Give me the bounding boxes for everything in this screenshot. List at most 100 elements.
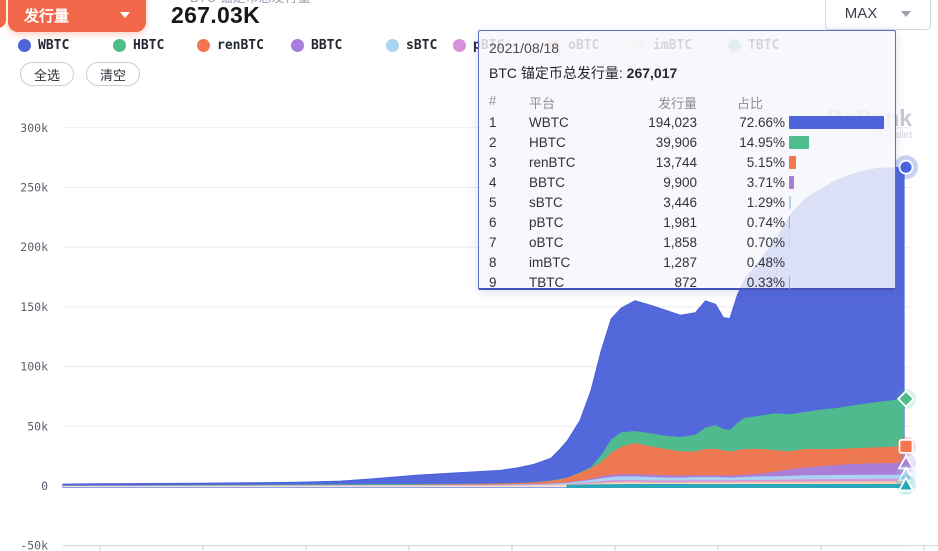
- col-share: 占比: [737, 96, 764, 111]
- legend-dot-icon: [113, 39, 126, 52]
- time-range-value: MAX: [844, 5, 878, 22]
- legend-label: BBTC: [311, 38, 343, 53]
- tooltip-total-value: 267,017: [626, 65, 678, 81]
- tooltip-row-pbtc: 6 pBTC 1,981 0.74%: [489, 212, 885, 232]
- legend-label: HBTC: [133, 38, 165, 53]
- tooltip-row-hbtc: 2 HBTC 39,906 14.95%: [489, 132, 885, 152]
- col-platform: 平台: [529, 96, 556, 111]
- share-bar: [789, 115, 885, 129]
- metric-dropdown-label: 发行量: [24, 7, 70, 25]
- tooltip-row-tbtc: 9 TBTC 872 0.33%: [489, 272, 885, 292]
- share-bar: [789, 195, 791, 209]
- chart-marker-wbtc-circle: [898, 159, 914, 175]
- col-issuance: 发行量: [657, 96, 697, 111]
- row-rank: 9: [489, 274, 497, 290]
- y-axis-label: 50k: [27, 419, 48, 433]
- y-axis-label: 150k: [20, 300, 48, 314]
- share-bar: [789, 275, 791, 289]
- row-share: 3.71%: [746, 174, 785, 190]
- tooltip-table-header: # 平台 发行量 占比: [489, 93, 885, 112]
- row-share: 5.15%: [746, 154, 785, 170]
- chart-marker-renbtc-square: [898, 438, 914, 454]
- row-platform: pBTC: [529, 214, 564, 230]
- tooltip-total-label: BTC 锚定币总发行量:: [489, 65, 623, 81]
- legend-item-sbtc[interactable]: sBTC: [386, 38, 437, 53]
- chart-title-clipped: BTC 锚定币总发行量: [190, 0, 370, 4]
- row-issuance: 1,981: [663, 214, 697, 230]
- row-rank: 7: [489, 234, 497, 250]
- y-axis-label: 250k: [20, 181, 48, 195]
- share-bar: [789, 175, 794, 189]
- metric-dropdown[interactable]: 发行量: [8, 0, 146, 32]
- tooltip-date: 2021/08/18: [489, 40, 560, 56]
- row-rank: 1: [489, 114, 497, 130]
- legend-label: sBTC: [406, 38, 438, 53]
- row-rank: 3: [489, 154, 497, 170]
- share-bar: [789, 135, 809, 149]
- legend-item-renbtc[interactable]: renBTC: [197, 38, 264, 53]
- row-rank: 4: [489, 174, 497, 190]
- legend-item-hbtc[interactable]: HBTC: [113, 38, 164, 53]
- col-rank: #: [489, 93, 497, 108]
- legend-dot-icon: [291, 39, 304, 52]
- chart-tooltip: 2021/08/18 BTC 锚定币总发行量: 267,017 # 平台 发行量…: [478, 30, 896, 290]
- share-bar: [789, 255, 791, 269]
- tooltip-row-bbtc: 4 BBTC 9,900 3.71%: [489, 172, 885, 192]
- row-rank: 2: [489, 134, 497, 150]
- chevron-down-icon: [901, 10, 912, 17]
- time-range-dropdown[interactable]: MAX: [825, 0, 931, 30]
- select-all-button[interactable]: 全选: [20, 62, 75, 86]
- y-axis-label: 300k: [20, 121, 48, 135]
- tooltip-total: BTC 锚定币总发行量: 267,017: [489, 63, 885, 83]
- row-platform: HBTC: [529, 134, 566, 150]
- row-issuance: 1,287: [663, 254, 697, 270]
- row-share: 0.74%: [746, 214, 785, 230]
- row-issuance: 872: [674, 274, 697, 290]
- legend-label: renBTC: [217, 38, 264, 53]
- offscreen-button-sliver: [0, 0, 6, 28]
- chart-marker-tbtc-triangle: [897, 476, 915, 492]
- y-axis-label: -50k: [20, 539, 48, 551]
- row-platform: renBTC: [529, 154, 576, 170]
- legend-dot-icon: [197, 39, 210, 52]
- row-issuance: 3,446: [663, 194, 697, 210]
- total-issuance-value: 267.03K: [171, 2, 261, 28]
- row-issuance: 1,858: [663, 234, 697, 250]
- chevron-down-icon: [120, 12, 130, 18]
- legend-item-bbtc[interactable]: BBTC: [291, 38, 342, 53]
- tooltip-row-wbtc: 1 WBTC 194,023 72.66%: [489, 112, 885, 132]
- share-bar: [789, 235, 791, 249]
- row-issuance: 194,023: [648, 114, 697, 130]
- row-platform: oBTC: [529, 234, 564, 250]
- tooltip-row-renbtc: 3 renBTC 13,744 5.15%: [489, 152, 885, 172]
- y-axis-label: 0: [41, 479, 48, 493]
- row-platform: TBTC: [529, 274, 565, 290]
- row-share: 72.66%: [739, 114, 785, 130]
- chart-marker-hbtc-diamond: [896, 389, 916, 408]
- tooltip-row-imbtc: 8 imBTC 1,287 0.48%: [489, 252, 885, 272]
- row-share: 1.29%: [746, 194, 785, 210]
- row-rank: 6: [489, 214, 497, 230]
- legend-dot-icon: [18, 39, 31, 52]
- legend-item-wbtc[interactable]: WBTC: [18, 38, 69, 53]
- row-platform: sBTC: [529, 194, 563, 210]
- row-platform: WBTC: [529, 114, 569, 130]
- tooltip-row-sbtc: 5 sBTC 3,446 1.29%: [489, 192, 885, 212]
- row-platform: imBTC: [529, 254, 571, 270]
- legend-dot-icon: [386, 39, 399, 52]
- tooltip-row-obtc: 7 oBTC 1,858 0.70%: [489, 232, 885, 252]
- row-issuance: 13,744: [655, 154, 697, 170]
- row-share: 0.33%: [746, 274, 785, 290]
- tooltip-table-body: 1 WBTC 194,023 72.66% 2 HBTC 39,906 14.95% 3 renB…: [489, 112, 885, 292]
- clear-button[interactable]: 清空: [86, 62, 141, 86]
- row-share: 14.95%: [739, 134, 785, 150]
- row-platform: BBTC: [529, 174, 566, 190]
- legend-dot-icon: [453, 39, 466, 52]
- y-axis-label: 100k: [20, 360, 48, 374]
- row-share: 0.48%: [746, 254, 785, 270]
- row-share: 0.70%: [746, 234, 785, 250]
- share-bar: [789, 215, 791, 229]
- row-rank: 8: [489, 254, 497, 270]
